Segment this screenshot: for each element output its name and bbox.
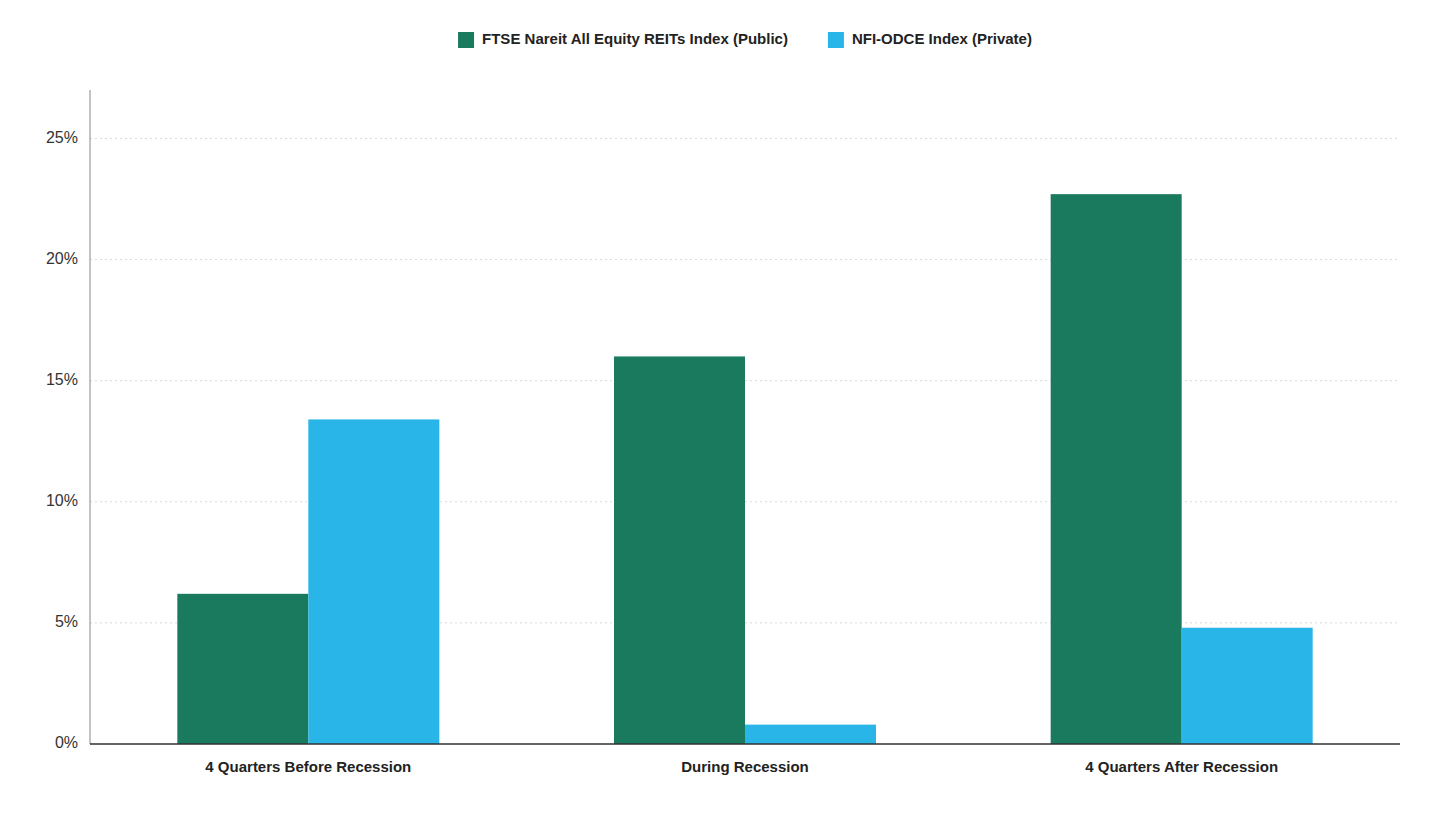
x-axis: 4 Quarters Before Recession During Recess… — [90, 744, 1400, 775]
y-tick-label: 10% — [46, 492, 78, 509]
grid-line — [90, 138, 1400, 139]
bar — [177, 594, 308, 744]
legend-label: FTSE Nareit All Equity REITs Index (Publ… — [482, 30, 788, 47]
y-axis-line — [90, 90, 91, 744]
chart-container: 0% 5% 10% 15% 20% 25% 4 Quarters Before Recess… — [0, 0, 1440, 814]
legend-swatch — [828, 32, 844, 48]
bar — [1051, 194, 1182, 744]
bars — [177, 194, 1312, 744]
x-axis-line — [90, 743, 1400, 745]
grid-line — [90, 259, 1400, 260]
grid — [90, 138, 1400, 744]
x-tick-label: During Recession — [681, 758, 809, 775]
y-tick-label: 25% — [46, 129, 78, 146]
y-axis: 0% 5% 10% 15% 20% 25% — [46, 90, 90, 751]
legend: FTSE Nareit All Equity REITs Index (Publ… — [458, 30, 1032, 48]
y-tick-label: 0% — [55, 734, 78, 751]
y-tick-label: 5% — [55, 613, 78, 630]
legend-swatch — [458, 32, 474, 48]
x-tick-label: 4 Quarters Before Recession — [205, 758, 411, 775]
grid-line — [90, 744, 1400, 745]
y-tick-label: 20% — [46, 250, 78, 267]
legend-item: NFI-ODCE Index (Private) — [828, 30, 1032, 48]
bar — [1182, 628, 1313, 744]
y-tick-label: 15% — [46, 371, 78, 388]
legend-label: NFI-ODCE Index (Private) — [852, 30, 1032, 47]
bar — [614, 356, 745, 744]
x-tick-label: 4 Quarters After Recession — [1085, 758, 1278, 775]
bar — [308, 419, 439, 744]
bar — [745, 725, 876, 744]
legend-item: FTSE Nareit All Equity REITs Index (Publ… — [458, 30, 788, 48]
chart-svg: 0% 5% 10% 15% 20% 25% 4 Quarters Before Recess… — [0, 0, 1440, 814]
